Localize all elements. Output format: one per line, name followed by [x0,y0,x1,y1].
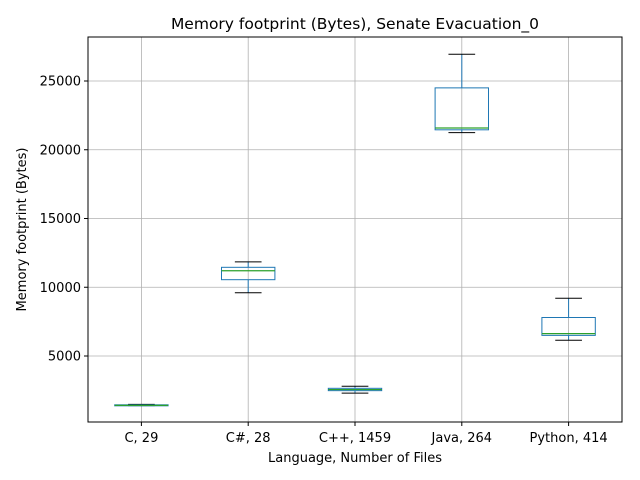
grid-lines [88,37,622,422]
y-tick-label: 5000 [48,350,81,365]
box-1 [221,261,276,294]
y-axis-label: Memory footprint (Bytes) [15,148,30,312]
iqr-box [541,317,596,336]
chart-title: Memory footprint (Bytes), Senate Evacuat… [171,15,539,34]
y-tick-label: 25000 [40,75,81,90]
iqr-box [221,266,276,281]
x-tick-label: C#, 28 [226,431,271,446]
box-3 [434,53,490,134]
box-2 [327,385,383,394]
box-0 [114,403,169,407]
x-tick-label: Java, 264 [431,431,493,446]
x-tick-label: C, 29 [124,431,158,446]
y-tick-label: 15000 [40,212,81,227]
iqr-box [434,87,490,131]
boxes [114,53,596,407]
x-tick-label: Python, 414 [530,431,608,446]
x-axis-label: Language, Number of Files [268,451,442,466]
y-tick-label: 10000 [40,281,81,296]
y-axis-ticks: 5000 10000 15000 20000 25000 [40,75,88,365]
x-tick-label: C++, 1459 [319,431,391,446]
y-tick-label: 20000 [40,143,81,158]
box-4 [541,297,596,341]
x-axis-ticks: C, 29 C#, 28 C++, 1459 Java, 264 Python, 414 [124,422,608,446]
